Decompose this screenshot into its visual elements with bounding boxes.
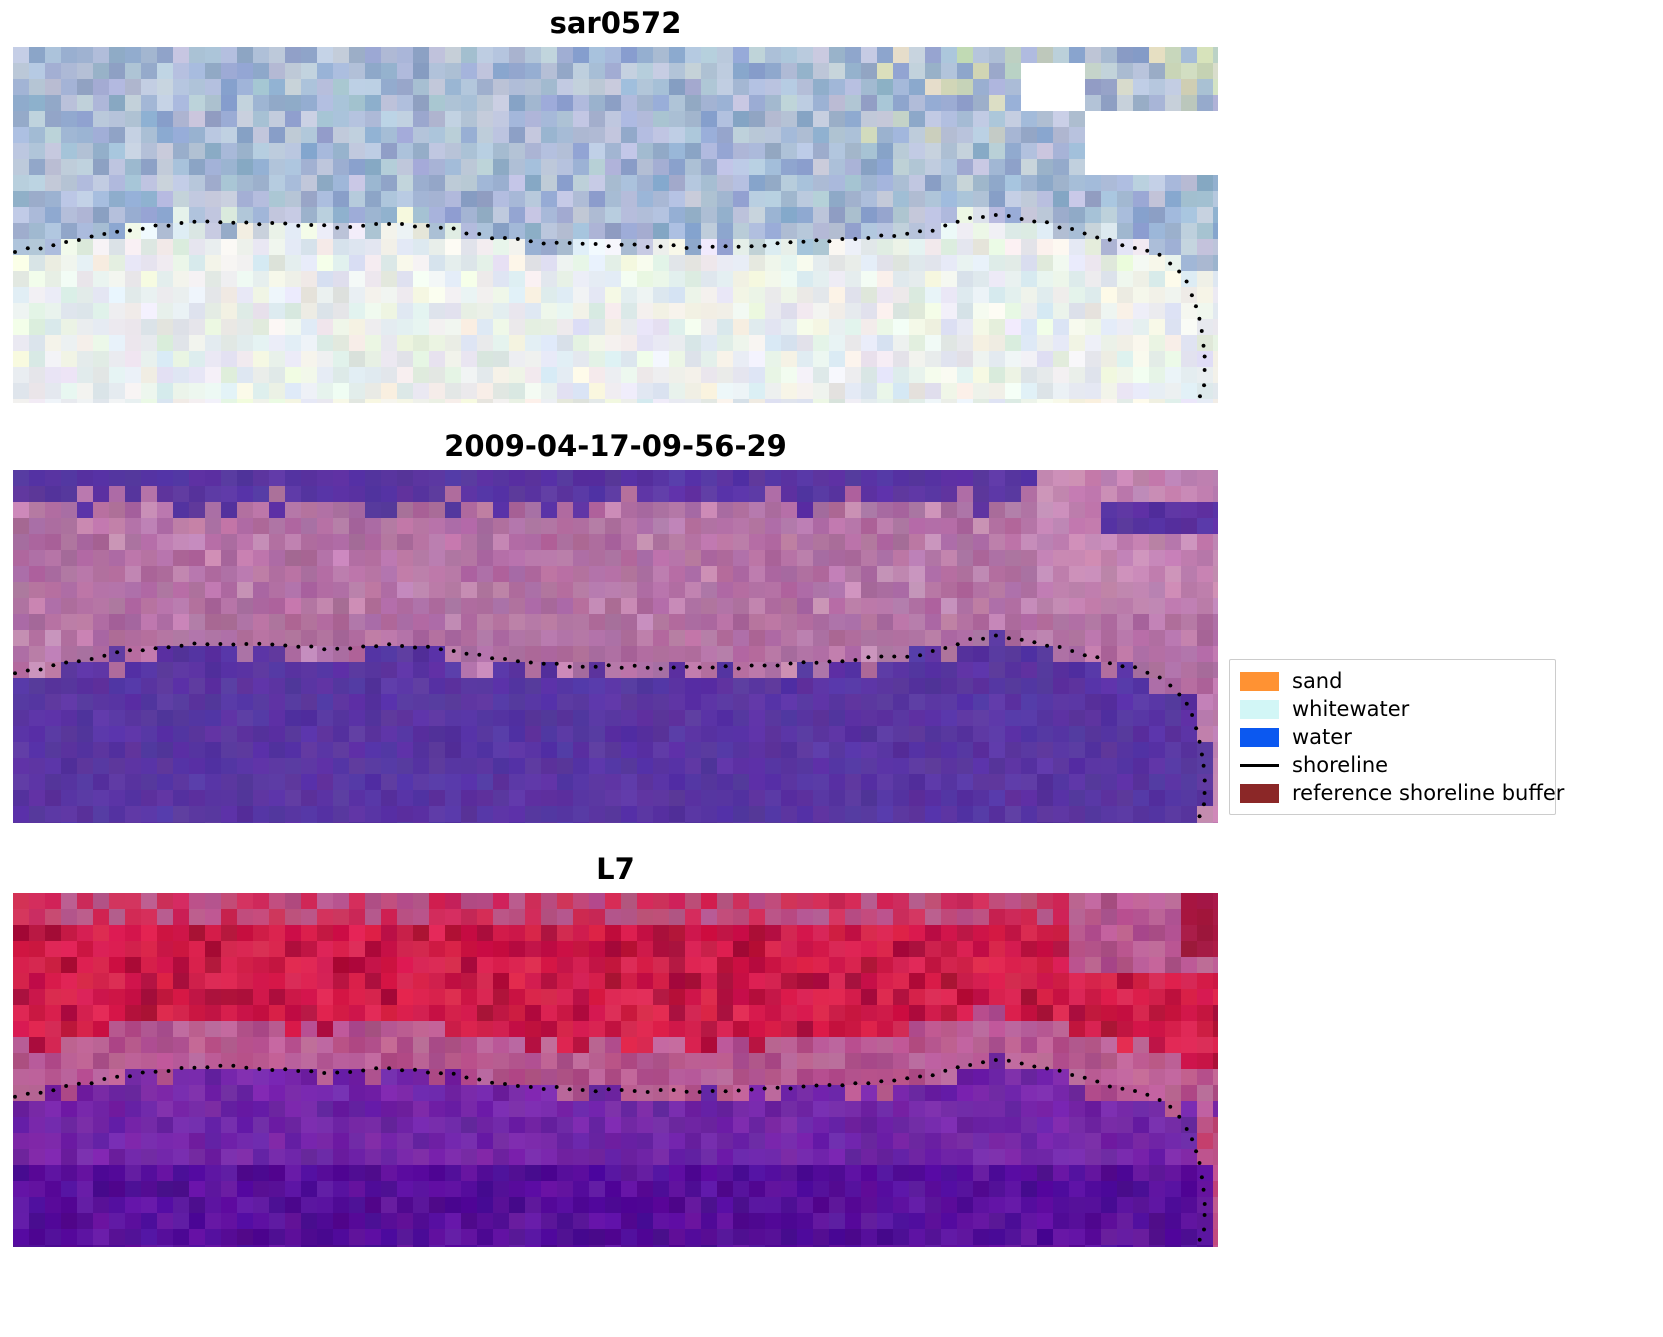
legend-item: shoreline	[1240, 751, 1545, 779]
legend-swatch-whitewater	[1240, 699, 1279, 719]
classification-image	[13, 470, 1218, 823]
legend-line-swatch	[1240, 763, 1279, 767]
legend-swatch-reference-shoreline-buffer	[1240, 783, 1279, 803]
panel-title-l7: L7	[596, 852, 635, 886]
legend-items: sand whitewater water shoreline reference sh…	[1240, 667, 1564, 807]
sar0572-image	[13, 47, 1218, 403]
panel-title-classification: 2009-04-17-09-56-29	[444, 429, 787, 463]
legend-item: water	[1240, 723, 1545, 751]
legend-item: whitewater	[1240, 695, 1545, 723]
legend-label: shoreline	[1292, 753, 1389, 777]
panel-title-sar0572: sar0572	[549, 6, 682, 40]
legend-label: whitewater	[1292, 697, 1410, 721]
legend-swatch-sand	[1240, 671, 1279, 691]
legend-label: water	[1292, 725, 1352, 749]
l7-image	[13, 893, 1218, 1247]
legend-label: reference shoreline buffer	[1292, 781, 1565, 805]
legend-label: sand	[1292, 669, 1343, 693]
legend-swatch-water	[1240, 727, 1279, 747]
legend: sand whitewater water shoreline reference sh…	[1229, 659, 1564, 815]
legend-item: sand	[1240, 667, 1545, 695]
legend-swatch-shoreline	[1240, 756, 1279, 775]
legend-item: reference shoreline buffer	[1240, 779, 1564, 807]
